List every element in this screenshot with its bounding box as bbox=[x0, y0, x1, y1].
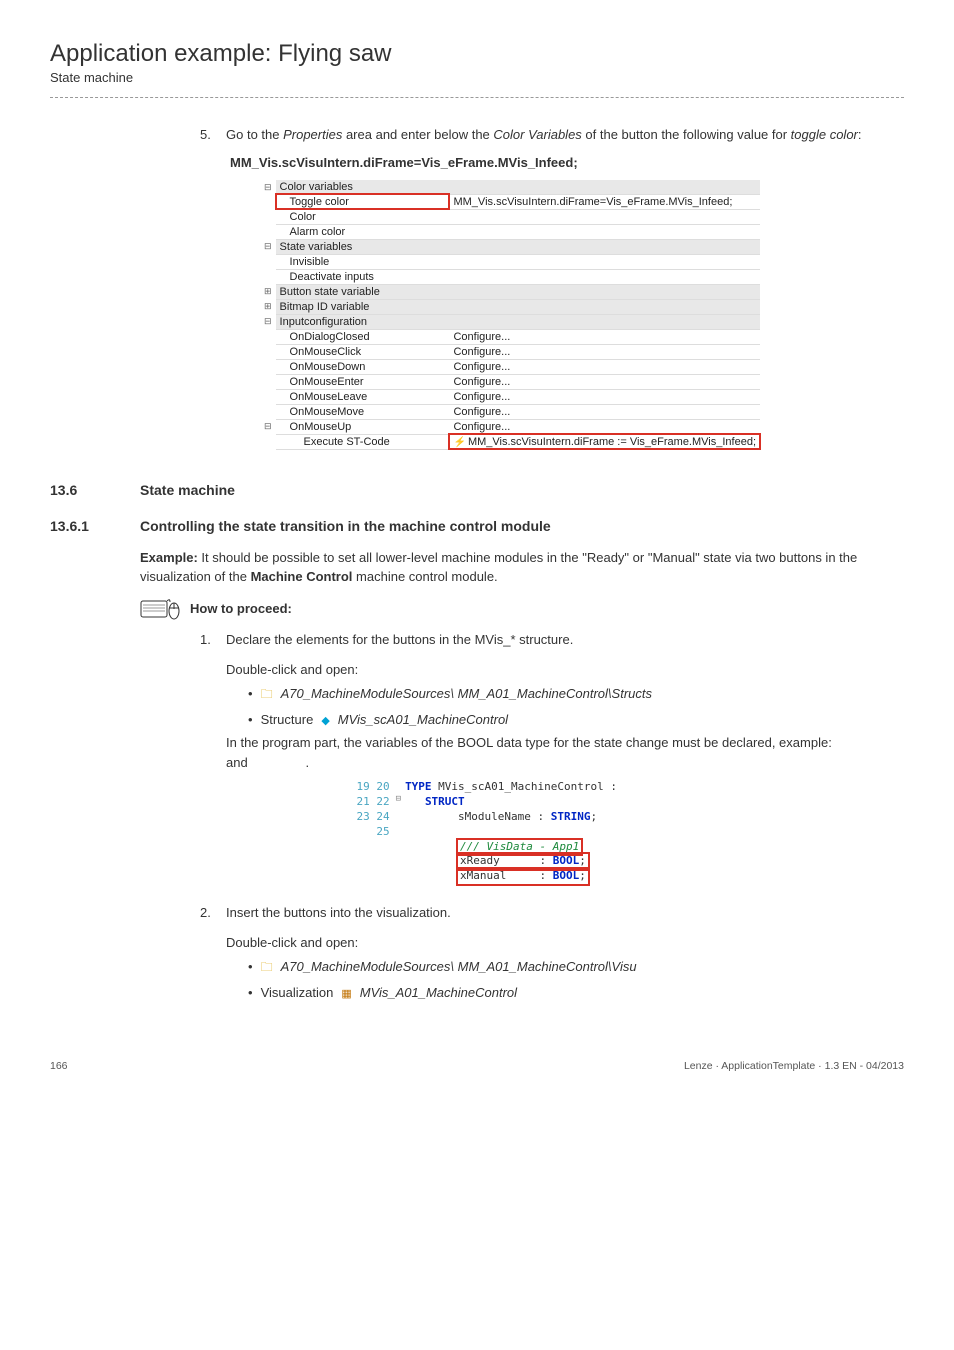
step5-number: 5. bbox=[200, 126, 214, 145]
expand-toggle[interactable] bbox=[260, 269, 276, 284]
property-value bbox=[449, 209, 760, 224]
property-label: Color variables bbox=[276, 180, 450, 195]
step1-bullet2: • Structure ◆ MVis_scA01_MachineControl bbox=[248, 712, 904, 727]
expand-toggle[interactable] bbox=[260, 254, 276, 269]
expand-toggle[interactable]: ⊟ bbox=[260, 419, 276, 434]
expand-toggle[interactable] bbox=[260, 224, 276, 239]
step5-code: MM_Vis.scVisuIntern.diFrame=Vis_eFrame.M… bbox=[230, 155, 904, 170]
property-value: MM_Vis.scVisuIntern.diFrame=Vis_eFrame.M… bbox=[449, 194, 760, 209]
section-13-6-number: 13.6 bbox=[50, 482, 100, 498]
step1-open: Double-click and open: bbox=[226, 660, 904, 680]
step1-bullet1: • 🗀 A70_MachineModuleSources\ MM_A01_Mac… bbox=[248, 685, 904, 706]
step2-bullet2: • Visualization ▦ MVis_A01_MachineContro… bbox=[248, 985, 904, 1000]
property-value[interactable]: Configure... bbox=[449, 419, 760, 434]
page-title: Application example: Flying saw bbox=[50, 40, 904, 68]
property-value[interactable]: Configure... bbox=[449, 374, 760, 389]
section-13-6-1-title: Controlling the state transition in the … bbox=[140, 518, 551, 534]
property-value bbox=[449, 269, 760, 284]
expand-toggle[interactable] bbox=[260, 344, 276, 359]
expand-toggle[interactable] bbox=[260, 329, 276, 344]
property-label: Bitmap ID variable bbox=[276, 299, 450, 314]
property-label: Color bbox=[276, 209, 450, 224]
section-13-6-1-number: 13.6.1 bbox=[50, 518, 100, 534]
struct-icon: ◆ bbox=[321, 714, 329, 727]
property-value bbox=[449, 180, 760, 195]
expand-toggle[interactable] bbox=[260, 359, 276, 374]
property-label: OnMouseLeave bbox=[276, 389, 450, 404]
expand-toggle[interactable]: ⊟ bbox=[260, 314, 276, 329]
lightning-icon: ⚡ bbox=[453, 437, 465, 448]
property-label: Alarm color bbox=[276, 224, 450, 239]
step5-body: Go to the Properties area and enter belo… bbox=[226, 126, 904, 145]
properties-grid: ⊟Color variablesToggle colorMM_Vis.scVis… bbox=[260, 180, 904, 450]
property-label: OnMouseDown bbox=[276, 359, 450, 374]
expand-toggle[interactable] bbox=[260, 374, 276, 389]
property-label: Toggle color bbox=[276, 194, 450, 209]
expand-toggle[interactable] bbox=[260, 194, 276, 209]
header-separator bbox=[50, 97, 904, 98]
step2-bullet1: • 🗀 A70_MachineModuleSources\ MM_A01_Mac… bbox=[248, 958, 904, 979]
expand-toggle[interactable] bbox=[260, 209, 276, 224]
property-value[interactable]: Configure... bbox=[449, 404, 760, 419]
property-label: Deactivate inputs bbox=[276, 269, 450, 284]
property-label: OnMouseUp bbox=[276, 419, 450, 434]
step1-para: In the program part, the variables of th… bbox=[226, 733, 904, 772]
property-label: OnMouseClick bbox=[276, 344, 450, 359]
visu-icon: ▦ bbox=[341, 987, 351, 1000]
page-number: 166 bbox=[50, 1060, 68, 1072]
property-label: OnMouseEnter bbox=[276, 374, 450, 389]
property-value bbox=[449, 254, 760, 269]
step1-body: Declare the elements for the buttons in … bbox=[226, 631, 904, 650]
code-editor-screenshot: 19 20 21 22 23 24 25 ⊟ TYPE MVis_scA01_M… bbox=[337, 778, 617, 886]
property-label: Execute ST-Code bbox=[276, 434, 450, 449]
example-paragraph: Example: It should be possible to set al… bbox=[140, 548, 904, 587]
expand-toggle[interactable]: ⊟ bbox=[260, 180, 276, 195]
step2-body: Insert the buttons into the visualizatio… bbox=[226, 904, 904, 923]
footer-right: Lenze · ApplicationTemplate · 1.3 EN - 0… bbox=[684, 1060, 904, 1072]
property-label: OnDialogClosed bbox=[276, 329, 450, 344]
expand-toggle[interactable] bbox=[260, 389, 276, 404]
property-value bbox=[449, 224, 760, 239]
page-subtitle: State machine bbox=[50, 70, 904, 85]
property-value[interactable]: Configure... bbox=[449, 344, 760, 359]
property-value[interactable]: Configure... bbox=[449, 359, 760, 374]
expand-toggle[interactable] bbox=[260, 434, 276, 449]
section-13-6-title: State machine bbox=[140, 482, 235, 498]
step1-number: 1. bbox=[200, 631, 214, 650]
expand-toggle[interactable]: ⊞ bbox=[260, 284, 276, 299]
property-value[interactable]: Configure... bbox=[449, 329, 760, 344]
how-to-proceed: How to proceed: bbox=[140, 597, 904, 621]
property-value[interactable]: Configure... bbox=[449, 389, 760, 404]
expand-toggle[interactable]: ⊟ bbox=[260, 239, 276, 254]
mouse-icon bbox=[140, 597, 182, 621]
property-value bbox=[449, 299, 760, 314]
expand-toggle[interactable]: ⊞ bbox=[260, 299, 276, 314]
property-label: State variables bbox=[276, 239, 450, 254]
folder-icon: 🗀 bbox=[261, 685, 273, 706]
property-value: ⚡MM_Vis.scVisuIntern.diFrame := Vis_eFra… bbox=[449, 434, 760, 449]
property-label: Button state variable bbox=[276, 284, 450, 299]
expand-toggle[interactable] bbox=[260, 404, 276, 419]
step2-number: 2. bbox=[200, 904, 214, 923]
property-value bbox=[449, 284, 760, 299]
property-label: OnMouseMove bbox=[276, 404, 450, 419]
property-value bbox=[449, 314, 760, 329]
property-label: Invisible bbox=[276, 254, 450, 269]
step2-open: Double-click and open: bbox=[226, 933, 904, 953]
property-label: Inputconfiguration bbox=[276, 314, 450, 329]
folder-icon: 🗀 bbox=[261, 958, 273, 979]
property-value bbox=[449, 239, 760, 254]
page-footer: 166 Lenze · ApplicationTemplate · 1.3 EN… bbox=[50, 1060, 904, 1072]
